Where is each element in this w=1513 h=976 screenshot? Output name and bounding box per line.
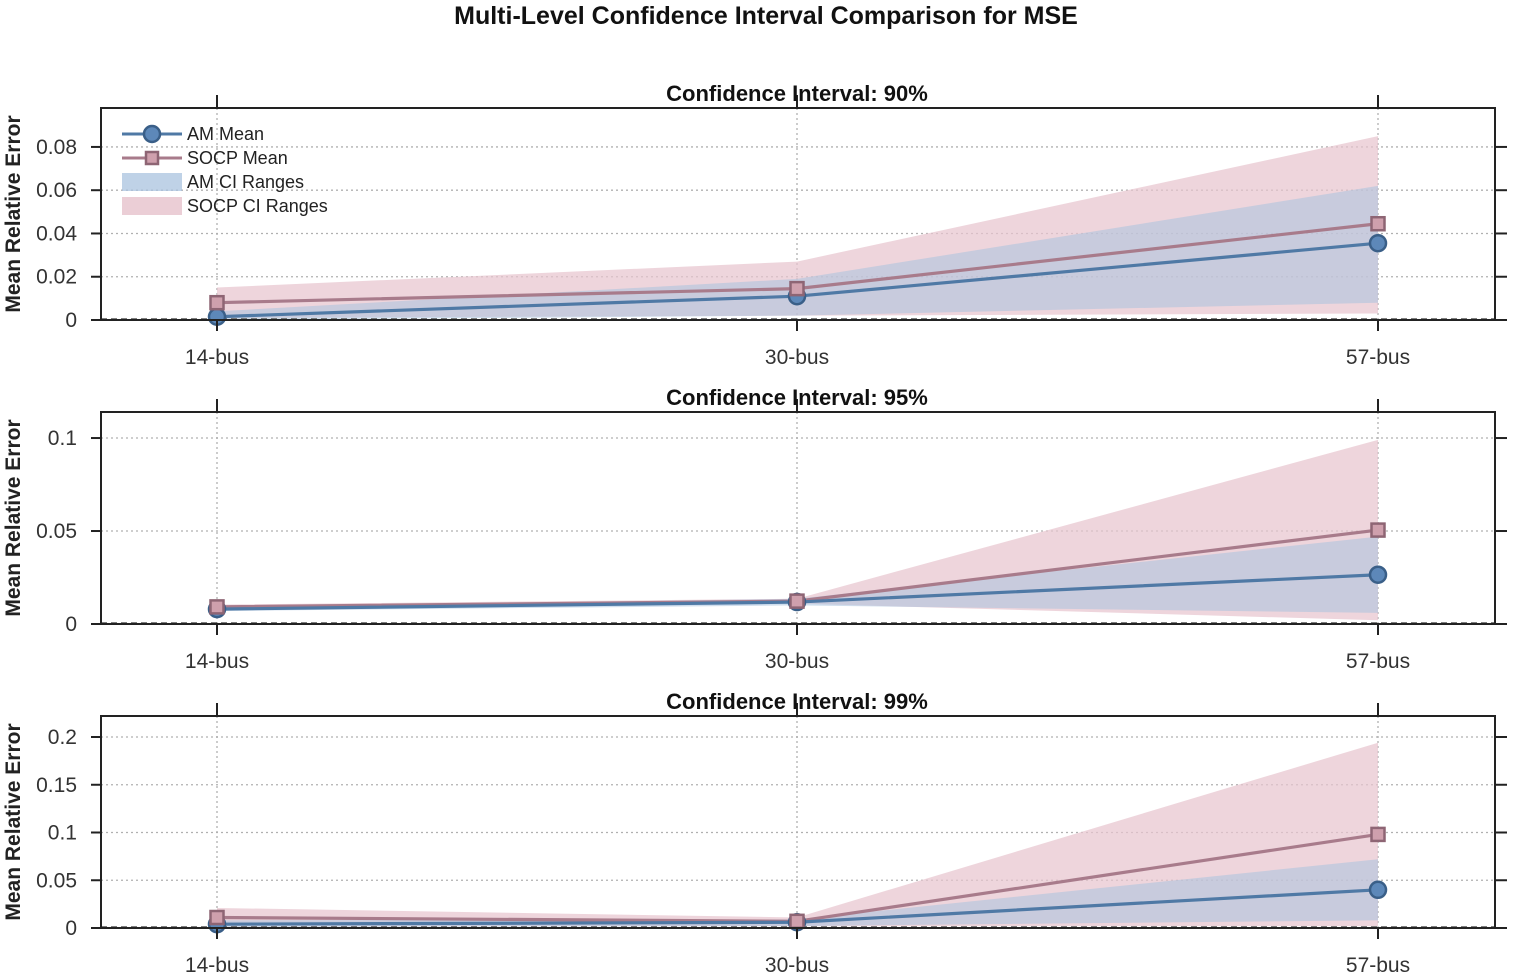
panel-title: Confidence Interval: 90% [666,81,928,106]
legend-socp-marker [144,150,160,166]
x-tick-label: 30-bus [765,954,829,976]
am-ci-band [217,536,1378,613]
y-tick-label: 0 [65,613,77,636]
socp-mean-point [209,909,225,926]
socp-ci-band [217,742,1378,927]
x-tick-label: 14-bus [185,650,249,673]
panel-2: 0 0.05 0.1 14-bus 30-bus 57-bus Confidence Int… [2,385,1507,673]
socp-mean-point [789,913,805,930]
x-tick-label: 14-bus [185,346,249,369]
socp-mean-point [209,599,225,615]
y-axis-label: Mean Relative Error [2,419,25,616]
legend-am-marker [142,124,162,144]
y-axis-label: Mean Relative Error [2,723,25,920]
y-tick-label: 0.2 [48,726,77,749]
y-tick-label: 0.08 [36,136,77,159]
x-tick-label: 57-bus [1346,346,1410,369]
am-ci-band [217,859,1378,928]
panels: 0 0.02 0.04 0.06 0.08 14-bus 30-bus 57-bus Confi… [2,81,1507,976]
y-tick-label: 0.05 [36,520,77,543]
y-tick-label: 0.1 [48,427,77,450]
y-tick-label: 0.05 [36,869,77,892]
y-tick-label: 0.15 [36,774,77,797]
socp-mean-point [1370,215,1386,232]
y-tick-label: 0.1 [48,822,77,845]
legend-label: SOCP CI Ranges [187,196,328,216]
am-mean-point [1368,565,1388,584]
x-tick-label: 14-bus [185,954,249,976]
panel-1: 0 0.02 0.04 0.06 0.08 14-bus 30-bus 57-bus Confi… [2,81,1507,369]
legend-am-band [122,173,182,191]
x-tick-label: 57-bus [1346,650,1410,673]
panel-title: Confidence Interval: 95% [666,385,928,410]
y-tick-label: 0.02 [36,266,77,289]
y-axis-label: Mean Relative Error [2,115,25,312]
am-ci-band [217,185,1378,320]
y-tick-label: 0 [65,917,77,940]
legend-socp-band [122,197,182,215]
socp-mean-point [1370,826,1386,843]
y-tick-label: 0 [65,309,77,332]
socp-mean-point [789,593,805,609]
y-tick-label: 0.06 [36,179,77,202]
am-mean-point [1368,233,1388,253]
x-tick-label: 30-bus [765,346,829,369]
socp-mean-point [209,294,225,311]
y-tick-label: 0.04 [36,222,77,245]
legend-label: AM Mean [187,124,264,144]
figure-title: Multi-Level Confidence Interval Comparis… [454,2,1078,30]
legend: AM Mean SOCP Mean AM CI Ranges SOCP CI Rang… [122,124,328,216]
panel-title: Confidence Interval: 99% [666,689,928,714]
am-mean-point [1368,880,1388,900]
socp-mean-point [1370,522,1386,538]
legend-label: AM CI Ranges [187,172,304,192]
panel-3: 0 0.05 0.1 0.15 0.2 14-bus 30-bus 57-bus Confide… [2,689,1507,976]
legend-label: SOCP Mean [187,148,288,168]
socp-mean-point [789,280,805,297]
x-tick-label: 57-bus [1346,954,1410,976]
x-tick-label: 30-bus [765,650,829,673]
